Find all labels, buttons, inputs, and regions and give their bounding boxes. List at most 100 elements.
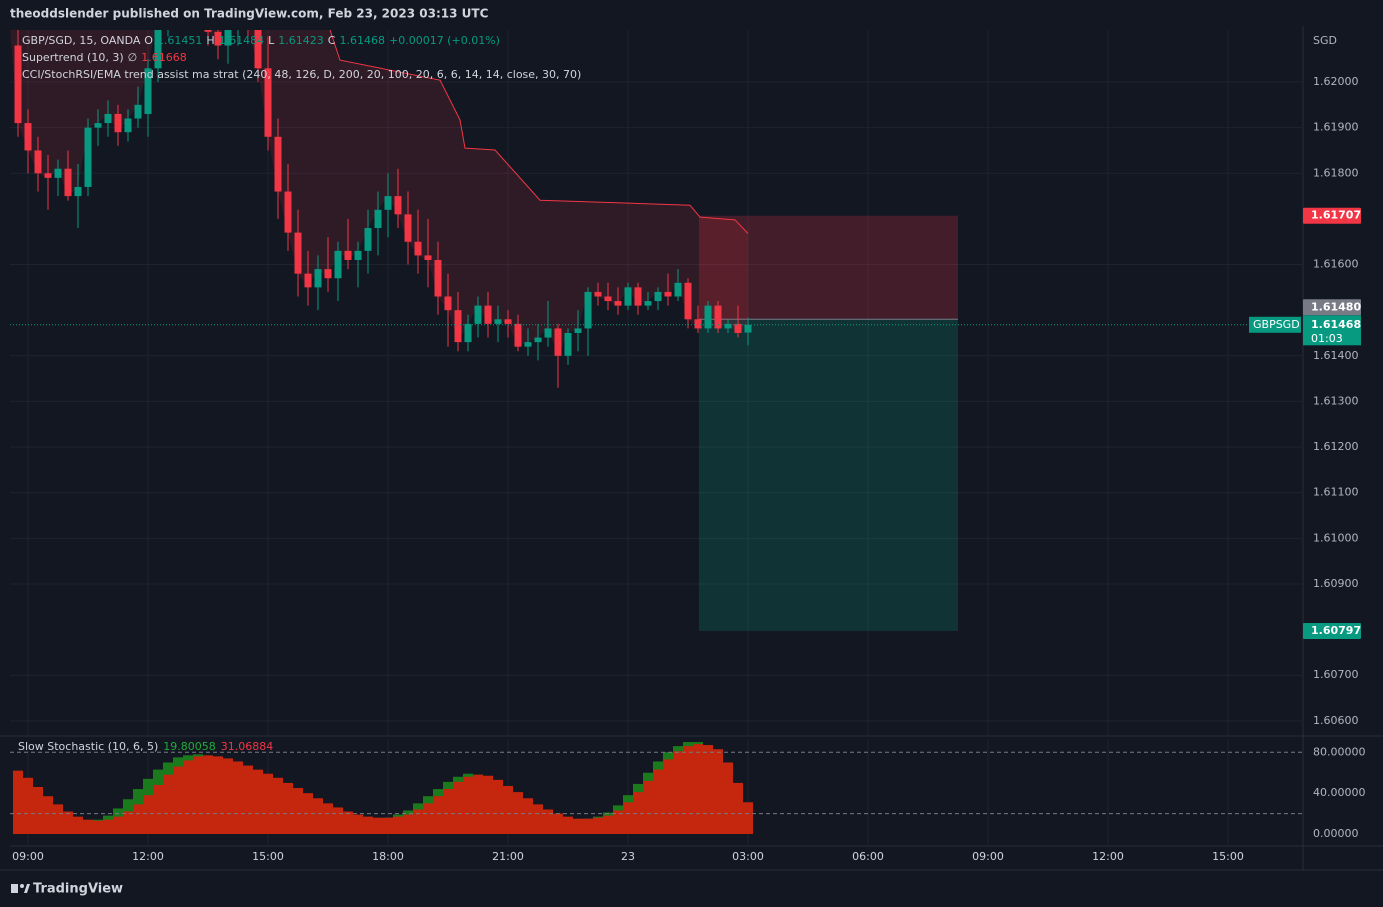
stoch-bar <box>263 773 273 834</box>
stoch-bar <box>603 815 613 834</box>
candle-body <box>474 305 482 324</box>
legend-item: 1.61668 <box>141 51 187 64</box>
stoch-bar <box>403 814 413 834</box>
legend-item: L <box>268 34 275 47</box>
candle-body <box>304 273 312 288</box>
candle-body <box>614 301 622 306</box>
x-tick-label: 23 <box>621 850 635 863</box>
stoch-bar <box>53 804 63 834</box>
stoch-bar <box>373 817 383 834</box>
stoch-bar <box>363 816 373 834</box>
candle-body <box>624 287 632 306</box>
supertrend-line <box>329 30 749 234</box>
legend-line: GBP/SGD, 15, OANDA O 1.61451 H 1.61484 L 1.614… <box>22 34 500 47</box>
stoch-bar <box>153 784 163 834</box>
candle-body <box>394 196 402 215</box>
stoch-bar <box>683 746 693 834</box>
candle-body <box>414 241 422 256</box>
target-badge: 1.60797 <box>1311 624 1361 637</box>
stoch-bar <box>703 745 713 834</box>
stoch-bar <box>503 785 513 834</box>
candle-body <box>734 323 742 333</box>
stoch-bar <box>113 816 123 834</box>
y-tick-label: 1.60900 <box>1313 577 1359 590</box>
stoch-bar <box>333 807 343 834</box>
stoch-bar <box>293 788 303 834</box>
stoch-bar <box>223 758 233 834</box>
y-tick-label: 1.61400 <box>1313 349 1359 362</box>
y-tick-label: 1.61600 <box>1313 258 1359 271</box>
stoch-bar <box>193 756 203 834</box>
main-pane <box>10 30 1303 735</box>
candle-body <box>664 291 672 297</box>
stoch-bar <box>473 774 483 834</box>
stoch-bar <box>13 770 23 834</box>
stoch-bar <box>593 817 603 834</box>
y-tick-label: 1.61100 <box>1313 486 1359 499</box>
legend-line: CCI/StochRSI/EMA trend assist ma strat (… <box>22 68 581 81</box>
stoch-tick-label: 40.00000 <box>1313 786 1366 799</box>
candle-body <box>424 255 432 260</box>
candle-body <box>444 296 452 311</box>
stoch-bar <box>413 809 423 834</box>
candle-body <box>264 68 272 137</box>
candle-body <box>724 323 732 329</box>
candle-body <box>634 287 642 306</box>
stoch-bar <box>693 744 703 834</box>
y-tick-label: 1.61900 <box>1313 121 1359 134</box>
stoch-bar <box>323 803 333 834</box>
candle-body <box>324 269 332 279</box>
stoch-bar <box>673 751 683 834</box>
stoch-title: Slow Stochastic (10, 6, 5) <box>18 740 158 753</box>
stoch-bar <box>623 802 633 834</box>
candle-body <box>154 30 162 69</box>
candle-body <box>214 31 222 46</box>
candle-body <box>134 104 142 119</box>
legend-item: 1.61423 <box>278 34 324 47</box>
legend-item: 1.61468 <box>339 34 385 47</box>
stoch-bar <box>383 817 393 834</box>
currency-label: SGD <box>1313 34 1337 47</box>
stoch-bar <box>43 796 53 834</box>
x-tick-label: 15:00 <box>252 850 284 863</box>
stoch-bar <box>653 769 663 834</box>
stoch-bar <box>713 749 723 834</box>
candle-body <box>604 296 612 302</box>
y-tick-label: 1.61200 <box>1313 440 1359 453</box>
candle-body <box>484 305 492 324</box>
candle-body <box>54 168 62 178</box>
y-tick-label: 1.60700 <box>1313 668 1359 681</box>
stoch-bar <box>463 776 473 834</box>
stoch-bar <box>443 789 453 834</box>
stoch-bar <box>423 803 433 834</box>
candle-body <box>344 250 352 260</box>
candle-body <box>694 319 702 329</box>
candle-body <box>254 30 262 69</box>
stoch-bar <box>583 818 593 834</box>
legend-item: 1.61484 <box>219 34 265 47</box>
stoch-bar <box>353 814 363 834</box>
candle-body <box>64 168 72 197</box>
entry-badge-bg <box>1303 299 1361 316</box>
price-badge-bg <box>1303 315 1361 346</box>
candle-body <box>104 113 112 124</box>
stoch-legend: Slow Stochastic (10, 6, 5) 19.80058 31.068… <box>18 740 273 753</box>
stoch-bar <box>633 792 643 834</box>
stoch-bar <box>313 798 323 834</box>
candle-body <box>204 30 212 32</box>
candle-body <box>24 123 32 151</box>
candle-body <box>494 319 502 324</box>
candle-body <box>114 113 122 133</box>
candle-body <box>714 305 722 329</box>
publish-header: theoddslender published on TradingView.c… <box>10 7 489 21</box>
candle-body <box>464 323 472 343</box>
stoch-bar <box>123 811 133 834</box>
stoch-bar <box>63 811 73 834</box>
legend-item: 1.61451 <box>157 34 203 47</box>
stoch-bar <box>33 787 43 834</box>
candle-body <box>434 259 442 297</box>
candle-body <box>314 269 322 288</box>
candle-body <box>94 123 102 128</box>
candle-body <box>274 136 282 192</box>
